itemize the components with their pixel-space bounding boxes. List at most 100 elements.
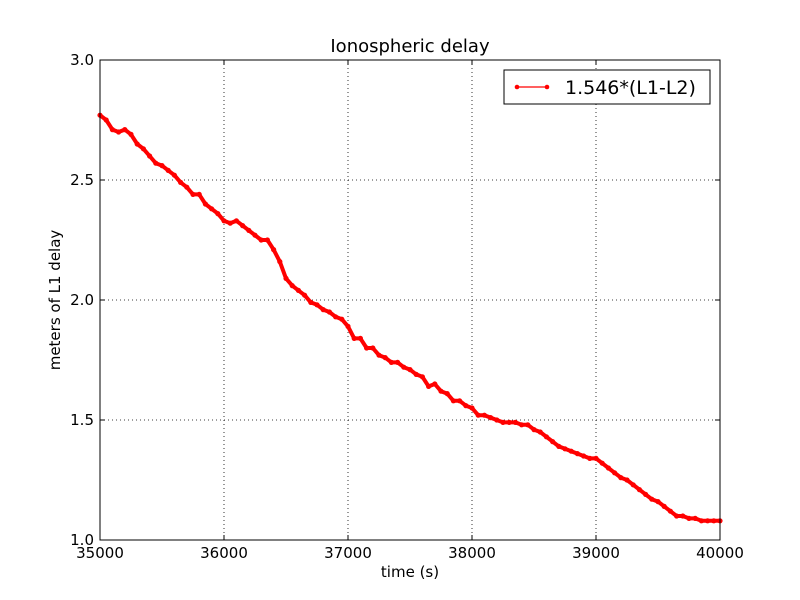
data-point: [636, 487, 643, 493]
data-point: [605, 465, 612, 471]
data-point: [649, 496, 655, 502]
data-point: [624, 477, 630, 483]
data-point: [581, 453, 587, 459]
data-point: [333, 314, 339, 320]
data-point: [531, 427, 537, 433]
data-point: [413, 371, 419, 377]
legend-label: 1.546*(L1-L2): [565, 77, 696, 99]
x-tick-label: 40000: [696, 544, 744, 562]
data-point: [698, 518, 705, 524]
data-point: [593, 455, 599, 461]
y-tick-label: 2.0: [70, 291, 94, 309]
data-point: [339, 316, 345, 322]
legend-marker-left: [514, 84, 520, 90]
data-point: [233, 218, 239, 224]
data-point: [159, 163, 165, 169]
data-point: [165, 167, 171, 173]
data-point: [506, 419, 512, 425]
y-tick-label: 2.5: [70, 171, 94, 189]
data-point: [382, 355, 388, 361]
data-point: [271, 247, 277, 253]
data-point: [196, 191, 202, 197]
data-point: [320, 307, 326, 313]
data-point: [326, 309, 332, 315]
data-point: [630, 482, 636, 488]
data-point: [475, 412, 481, 418]
data-point: [587, 455, 593, 461]
data-point: [190, 191, 196, 197]
x-axis-label: time (s): [381, 563, 439, 581]
y-tick-label: 1.5: [70, 411, 94, 429]
data-point: [395, 359, 401, 365]
data-point: [568, 448, 574, 454]
legend-marker-right: [544, 84, 550, 90]
data-point: [543, 434, 550, 440]
data-point: [444, 391, 450, 397]
data-point: [519, 422, 525, 428]
data-point: [661, 503, 667, 509]
data-point: [116, 129, 122, 135]
data-point: [612, 470, 618, 476]
data-point: [500, 419, 506, 425]
data-point: [289, 283, 295, 289]
y-tick-label: 3.0: [70, 51, 94, 69]
data-point: [147, 153, 153, 159]
x-tick-label: 35000: [76, 544, 124, 562]
data-point: [550, 439, 556, 445]
ticks: 35000 36000 37000 38000 39000 40000 1.0 1.5 2.0 2…: [70, 51, 744, 562]
data-point: [140, 146, 146, 152]
data-point: [680, 513, 686, 519]
x-tick-label: 39000: [572, 544, 620, 562]
data-point: [227, 220, 233, 226]
data-point: [419, 374, 425, 380]
data-point: [246, 227, 252, 233]
data-point: [481, 412, 487, 418]
data-point: [109, 127, 115, 133]
y-tick-label: 1.0: [70, 531, 94, 549]
data-point: [457, 398, 463, 404]
data-point: [221, 218, 227, 224]
data-point: [401, 364, 407, 370]
data-point: [643, 491, 649, 497]
data-point: [692, 515, 698, 522]
legend: 1.546*(L1-L2): [503, 69, 711, 105]
data-point: [314, 302, 320, 308]
data-point: [252, 232, 258, 238]
data-point: [178, 179, 184, 185]
data-point: [134, 141, 140, 147]
data-point: [711, 518, 717, 524]
data-point: [128, 131, 134, 137]
data-point: [376, 352, 382, 358]
data-point: [277, 259, 283, 265]
data-point: [153, 160, 159, 166]
data-point: [357, 335, 363, 341]
data-point: [599, 460, 605, 466]
data-point: [469, 405, 475, 411]
data-point: [345, 323, 351, 329]
data-point: [103, 117, 109, 123]
data-point: [655, 499, 661, 505]
data-point: [537, 429, 543, 435]
data-point: [488, 415, 494, 421]
data-point: [574, 451, 581, 457]
data-point: [407, 367, 413, 373]
data-point: [562, 446, 568, 452]
data-point: [438, 388, 444, 394]
data-point: [171, 172, 177, 178]
data-point: [705, 518, 711, 524]
data-point: [351, 335, 357, 341]
x-tick-label: 36000: [200, 544, 248, 562]
data-point: [364, 345, 370, 351]
data-point: [674, 513, 680, 519]
data-point: [302, 292, 308, 298]
data-point: [209, 206, 215, 212]
data-point: [308, 299, 314, 305]
data-point: [370, 345, 376, 351]
data-point: [618, 475, 624, 481]
data-point: [494, 417, 500, 423]
data-point: [215, 211, 221, 217]
data-point: [283, 275, 289, 281]
series-layer: [97, 112, 723, 524]
data-point: [388, 359, 394, 365]
